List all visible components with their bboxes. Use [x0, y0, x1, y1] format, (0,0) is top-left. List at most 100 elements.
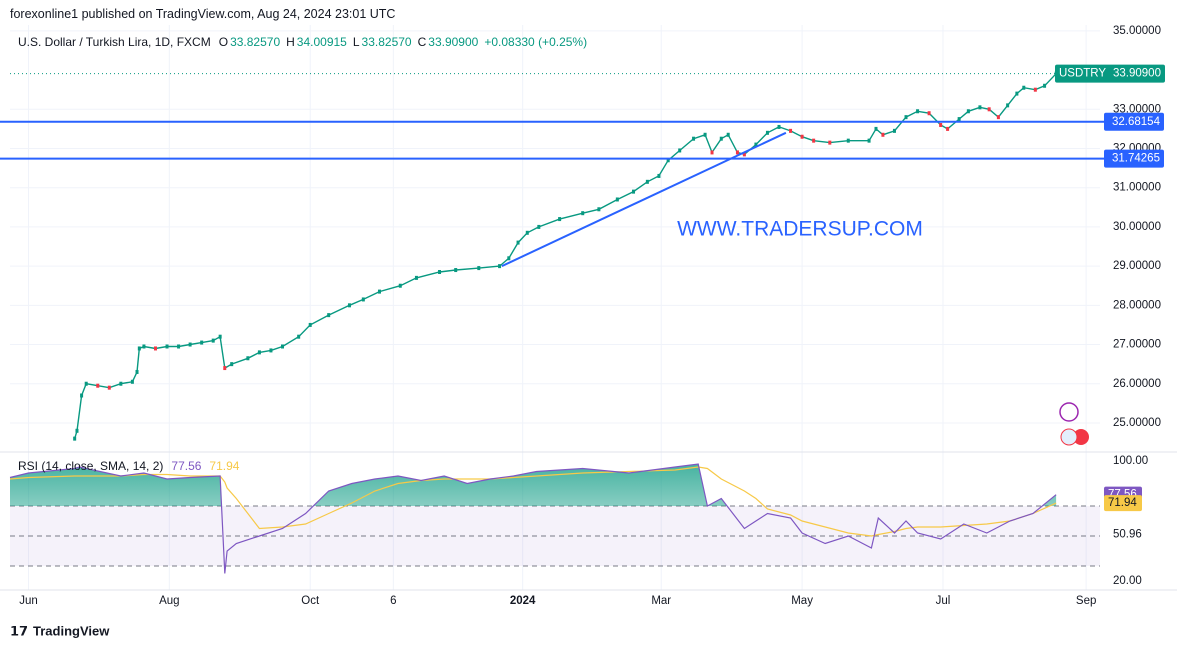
rsi-legend: RSI (14, close, SMA, 14, 2) 77.56 71.94	[18, 459, 247, 473]
event-icon[interactable]	[1060, 428, 1078, 446]
price-bar	[645, 179, 649, 184]
price-bar	[874, 126, 878, 131]
rsi-legend-value: 77.56	[171, 459, 202, 473]
ohlc-value: 33.90900	[428, 35, 479, 49]
price-bar	[828, 140, 832, 145]
price-bar	[765, 130, 769, 135]
y-tick-label: 25.00000	[1113, 417, 1161, 429]
price-bar	[597, 207, 601, 212]
symbol-name: U.S. Dollar / Turkish Lira, 1D, FXCM	[18, 35, 211, 49]
y-tick-label: 50.96	[1113, 529, 1142, 541]
price-bar	[1006, 103, 1010, 108]
price-bar	[735, 150, 739, 155]
y-tick-label: 33.00000	[1113, 103, 1161, 115]
price-bar	[308, 322, 312, 327]
price-bar	[119, 381, 123, 386]
price-bar	[361, 297, 365, 302]
price-bar	[881, 132, 885, 137]
price-bar	[281, 344, 284, 349]
event-icon[interactable]	[1059, 402, 1079, 422]
x-tick-label: Oct	[301, 595, 320, 607]
x-tick-label: Jun	[19, 595, 38, 607]
price-bar	[177, 344, 181, 349]
y-tick-label: 31.00000	[1113, 182, 1161, 194]
footer-logo: TradingView	[33, 623, 110, 638]
y-tick-label: 26.00000	[1113, 378, 1161, 390]
price-change: +0.08330 (+0.25%)	[484, 35, 588, 49]
price-bar	[246, 356, 250, 361]
price-bar	[666, 158, 670, 163]
level-tag-label: 31.74265	[1112, 153, 1160, 165]
value-tag-label: 71.94	[1108, 497, 1137, 509]
price-bar	[777, 124, 781, 129]
price-bar	[377, 289, 381, 294]
ohlc-label: H	[286, 35, 295, 49]
price-bar	[477, 266, 481, 271]
price-bar	[946, 126, 950, 131]
price-bar	[632, 189, 636, 194]
price-bar	[398, 283, 402, 288]
price-line	[74, 73, 1057, 439]
price-bar	[223, 366, 227, 371]
symbol-legend: U.S. Dollar / Turkish Lira, 1D, FXCM O 33.…	[18, 35, 589, 49]
price-bar	[939, 122, 943, 127]
price-bar	[80, 393, 84, 398]
x-tick-label: Aug	[159, 595, 179, 607]
footer-icon: 𝟭𝟳	[10, 623, 28, 638]
ohlc-label: C	[417, 35, 427, 49]
y-tick-label: 27.00000	[1113, 339, 1161, 351]
price-bar	[978, 105, 982, 110]
price-bar	[1022, 85, 1026, 90]
level-tag	[1104, 112, 1164, 131]
price-bar	[107, 385, 111, 390]
plot-layer: 25.00000 26.00000 27.00000 28.00000 29.00000…	[0, 25, 1165, 607]
price-bar	[257, 350, 261, 355]
level-tag-label: 32.68154	[1112, 116, 1161, 128]
price-bar	[800, 134, 804, 139]
price-bar	[84, 381, 88, 386]
rsi-title: RSI (14, close, SMA, 14, 2)	[18, 459, 164, 473]
price-bar	[137, 346, 141, 351]
price-bar	[211, 338, 215, 343]
price-bar	[135, 369, 139, 374]
price-bar	[327, 313, 331, 318]
last-price-symbol: USDTRY	[1059, 68, 1106, 80]
price-bar	[703, 132, 707, 137]
price-bar	[904, 115, 908, 120]
y-tick-label: 20.00	[1113, 575, 1142, 587]
x-tick-label: Jul	[936, 595, 951, 607]
x-tick-label: May	[791, 595, 813, 607]
price-bar	[498, 264, 502, 269]
price-bar	[581, 211, 585, 216]
price-bar	[142, 344, 146, 349]
price-bar	[1015, 91, 1019, 96]
value-tag	[1104, 495, 1142, 512]
price-bar	[297, 334, 301, 339]
price-bar	[927, 111, 931, 116]
price-bar	[165, 344, 169, 349]
price-bar	[710, 150, 714, 155]
price-bar	[525, 230, 529, 235]
price-bar	[75, 428, 79, 433]
price-bar	[966, 109, 970, 114]
price-bar	[789, 128, 793, 133]
price-bar	[1033, 87, 1037, 92]
price-bar	[892, 128, 896, 133]
price-bar	[615, 197, 619, 202]
last-price-tag	[1055, 64, 1165, 83]
ohlc-label: O	[218, 35, 229, 49]
ohlc-value: 33.82570	[361, 35, 412, 49]
event-icon[interactable]	[1073, 429, 1089, 445]
price-bar	[153, 346, 157, 351]
price-bar	[754, 142, 758, 147]
price-bar	[692, 136, 696, 141]
price-bar	[996, 115, 1000, 120]
y-tick-label: 100.00	[1113, 455, 1148, 467]
y-tick-label: 28.00000	[1113, 299, 1161, 311]
publisher: forexonline1 published on TradingView.co…	[10, 7, 396, 21]
price-bar	[454, 268, 458, 273]
x-tick-label: 2024	[510, 595, 536, 607]
x-tick-label: Sep	[1076, 595, 1096, 607]
